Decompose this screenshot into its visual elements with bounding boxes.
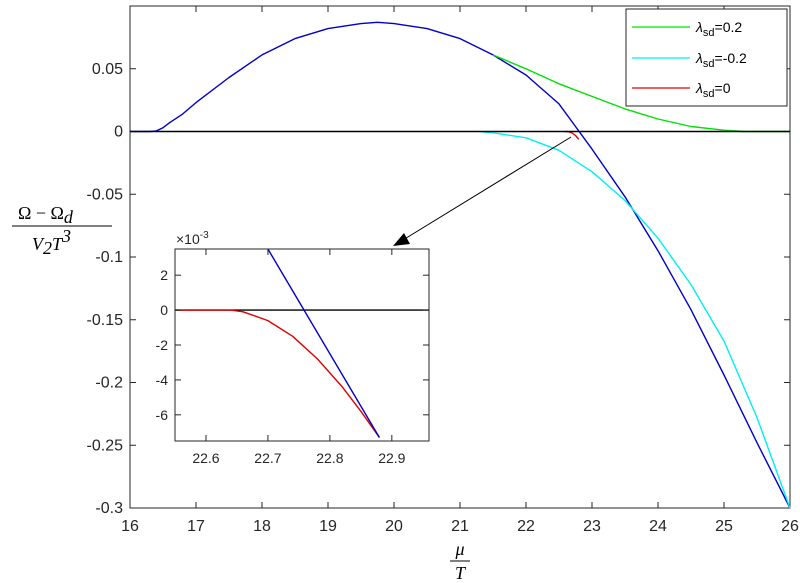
x-tick-label: 22.6 [192, 450, 219, 466]
main-x-ticks: 16 17 18 19 20 21 22 23 24 25 26 [121, 6, 799, 535]
legend-value-1: =-0.2 [715, 50, 748, 66]
series-red-line [175, 309, 380, 438]
y-tick-label: -2 [156, 337, 169, 353]
inset-exponent-sup: -3 [200, 230, 209, 241]
x-tick-label: 22.7 [254, 450, 281, 466]
x-tick-label: 26 [781, 518, 799, 535]
x-tick-label: 18 [253, 518, 271, 535]
xlabel-numerator: μ [454, 539, 464, 559]
y-tick-label: 2 [160, 267, 168, 283]
x-tick-label: 16 [121, 518, 139, 535]
zoom-arrow-shaft [402, 136, 572, 241]
x-tick-label: 25 [715, 518, 733, 535]
legend-sub-2: sd [703, 88, 715, 100]
legend-entry-2: λsd=0 [632, 80, 731, 100]
y-tick-label: 0 [160, 302, 168, 318]
y-tick-label: 0 [114, 124, 123, 141]
legend-value-2: =0 [715, 80, 731, 96]
inset-y-ticks: 2 0 -2 -4 -6 [156, 267, 429, 423]
main-series [130, 21, 791, 509]
svg-text:λsd=-0.2: λsd=-0.2 [695, 50, 747, 70]
y-tick-label: 0.05 [92, 61, 123, 78]
legend-sub-1: sd [703, 58, 715, 70]
ylabel-num-sub: d [64, 207, 74, 227]
x-tick-label: 20 [385, 518, 403, 535]
legend-entry-0: λsd=0.2 [632, 19, 742, 39]
ylabel-den-sub: 2 [43, 238, 52, 258]
series-cyan-line [479, 130, 791, 509]
x-tick-label: 22.9 [378, 450, 405, 466]
svg-text:λsd=0: λsd=0 [695, 80, 731, 100]
y-tick-label: -0.15 [87, 312, 124, 329]
legend-value-0: =0.2 [715, 19, 743, 35]
x-tick-label: 19 [319, 518, 337, 535]
svg-text:V2T3: V2T3 [32, 226, 71, 258]
y-axis-label: Ω − Ωd V2T3 [12, 203, 112, 258]
y-tick-label: -0.05 [87, 186, 124, 203]
legend: λsd=0.2 λsd=-0.2 λsd=0 [625, 8, 788, 107]
svg-text:λsd=0.2: λsd=0.2 [695, 19, 742, 39]
x-tick-label: 22 [517, 518, 535, 535]
inset-exponent-label: ×10-3 [176, 230, 209, 247]
x-axis-label: μ T [450, 539, 470, 583]
inset-x-ticks: 22.6 22.7 22.8 22.9 [192, 249, 406, 466]
svg-text:Ω − Ωd: Ω − Ωd [18, 203, 74, 227]
y-tick-label: -0.1 [95, 249, 123, 266]
series-blue-line [130, 21, 791, 509]
legend-sub-0: sd [703, 27, 715, 39]
ylabel-numerator: Ω − Ω [18, 203, 64, 223]
y-tick-label: -6 [156, 407, 169, 423]
y-tick-label: -0.2 [95, 375, 123, 392]
ylabel-den-a: V [32, 234, 45, 254]
x-tick-label: 22.8 [316, 450, 343, 466]
xlabel-denominator: T [455, 563, 467, 583]
legend-label-0: λ [695, 19, 703, 35]
inset-series [175, 248, 429, 438]
ylabel-den-b: T [52, 234, 64, 254]
x-tick-label: 17 [187, 518, 205, 535]
x-tick-label: 24 [649, 518, 667, 535]
inset-axes: ×10-3 22.6 22.7 22.8 22.9 2 0 -2 -4 -6 [156, 230, 430, 466]
y-tick-label: -0.25 [87, 437, 124, 454]
legend-label-1: λ [695, 50, 703, 66]
legend-entry-1: λsd=-0.2 [632, 50, 747, 70]
legend-label-2: λ [695, 80, 703, 96]
x-tick-label: 21 [451, 518, 469, 535]
y-tick-label: -0.3 [95, 500, 123, 517]
x-tick-label: 23 [583, 518, 601, 535]
ylabel-den-sup: 3 [61, 226, 71, 246]
main-y-ticks: 0.05 0 -0.05 -0.1 -0.15 -0.2 -0.25 -0.3 [87, 61, 790, 517]
y-tick-label: -4 [156, 372, 169, 388]
series-blue-line [267, 248, 381, 438]
zoom-arrow [393, 136, 572, 246]
zoom-arrow-head [393, 233, 410, 246]
